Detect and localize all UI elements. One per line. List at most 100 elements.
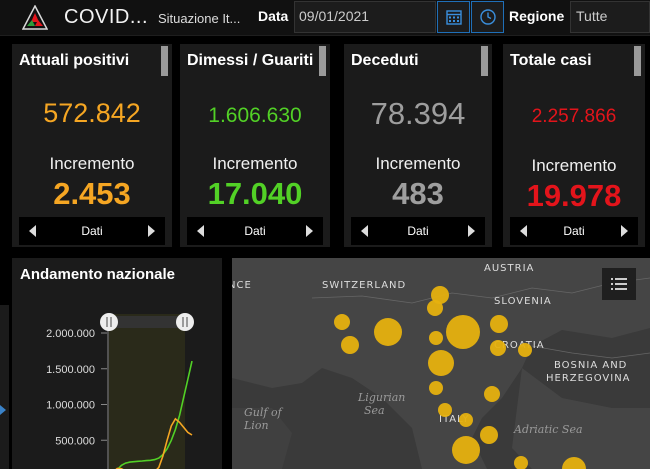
card-title: Totale casi <box>510 52 592 69</box>
trend-line-chart[interactable]: 2.000.000 1.500.000 1.000.000 500.000 <box>12 258 222 469</box>
app-subtitle: Situazione It... <box>158 11 241 26</box>
range-handle-right[interactable] <box>176 313 194 331</box>
sea-label-adriatic: Adriatic Sea <box>514 423 583 436</box>
map-label-italy: ITALY <box>439 414 470 425</box>
card-nav: Dati <box>510 217 638 245</box>
card-dimessi-guariti: Dimessi / Guariti 1.606.630 Incremento 1… <box>180 44 330 247</box>
sea-label-line: Sea <box>364 404 385 417</box>
region-bubble[interactable] <box>431 286 449 304</box>
card-nav: Dati <box>187 217 323 245</box>
card-nav-label: Dati <box>407 224 429 238</box>
top-header-bar: COVID... Situazione It... Data 09/01/202… <box>0 0 650 36</box>
range-slider-track[interactable] <box>109 316 185 328</box>
map-label-bosnia: BOSNIA AND <box>554 360 628 371</box>
next-arrow-icon[interactable] <box>306 225 313 237</box>
card-increment-label: Incremento <box>531 156 617 175</box>
series-line-1 <box>115 417 193 469</box>
region-bubble[interactable] <box>341 336 359 354</box>
region-select[interactable]: Tutte <box>570 1 650 33</box>
card-increment-value: 483 <box>392 176 444 211</box>
expand-arrow-icon[interactable] <box>0 405 6 415</box>
prev-arrow-icon[interactable] <box>29 225 36 237</box>
italy-flag-logo-icon <box>22 5 48 30</box>
time-button[interactable] <box>471 1 504 33</box>
region-bubble[interactable] <box>490 340 506 356</box>
y-tick-label: 1.000.000 <box>46 400 95 412</box>
region-bubble[interactable] <box>562 457 586 469</box>
card-nav-label: Dati <box>244 224 266 238</box>
chart-title: Andamento nazionale <box>20 266 176 283</box>
region-bubble[interactable] <box>452 436 480 464</box>
next-arrow-icon[interactable] <box>621 225 628 237</box>
calendar-button[interactable] <box>437 1 470 33</box>
map-label-croatia: CROATIA <box>494 340 545 351</box>
region-bubble[interactable] <box>480 426 498 444</box>
card-totale-casi: Totale casi 2.257.866 Incremento 19.978 … <box>503 44 645 247</box>
card-scrollbar[interactable] <box>634 46 641 76</box>
prev-arrow-icon[interactable] <box>197 225 204 237</box>
card-scrollbar[interactable] <box>161 46 168 76</box>
card-title: Deceduti <box>351 52 419 69</box>
region-bubble[interactable] <box>428 350 454 376</box>
date-label: Data <box>258 8 289 24</box>
y-tick-label: 2.000.000 <box>46 328 95 340</box>
card-increment-value: 2.453 <box>53 176 131 211</box>
calendar-icon <box>445 10 462 25</box>
card-deceduti: Deceduti 78.394 Incremento 483 Dati <box>344 44 492 247</box>
card-nav: Dati <box>351 217 485 245</box>
card-increment-value: 17.040 <box>207 176 303 211</box>
y-tick-label: 1.500.000 <box>46 364 95 376</box>
region-bubble[interactable] <box>446 315 480 349</box>
legend-list-icon <box>611 278 627 290</box>
clock-icon <box>479 9 496 25</box>
italy-map[interactable]: NCE SWITZERLAND AUSTRIA SLOVENIA CROATIA… <box>232 258 650 469</box>
region-bubble[interactable] <box>518 343 532 357</box>
side-panel-edge <box>0 305 9 469</box>
card-nav-label: Dati <box>81 224 103 238</box>
legend-button[interactable] <box>602 268 636 300</box>
date-input[interactable]: 09/01/2021 <box>294 1 436 33</box>
sea-label-ligurian: Ligurian Sea <box>358 391 405 417</box>
map-label-austria: AUSTRIA <box>484 263 535 274</box>
sea-label-line: Ligurian <box>358 391 406 404</box>
card-attuali-positivi: Attuali positivi 572.842 Incremento 2.45… <box>12 44 172 247</box>
region-bubble[interactable] <box>374 318 402 346</box>
region-bubble[interactable] <box>429 381 443 395</box>
range-handle-left[interactable] <box>100 313 118 331</box>
card-title: Attuali positivi <box>19 52 130 69</box>
map-label-switzerland: SWITZERLAND <box>322 280 407 291</box>
card-value: 2.257.866 <box>531 106 617 127</box>
card-scrollbar[interactable] <box>319 46 326 76</box>
map-label-france: NCE <box>232 280 252 291</box>
app-title: COVID... <box>64 6 149 28</box>
region-bubble[interactable] <box>429 331 443 345</box>
card-nav: Dati <box>19 217 165 245</box>
prev-arrow-icon[interactable] <box>361 225 368 237</box>
region-bubble[interactable] <box>459 413 473 427</box>
region-bubble[interactable] <box>490 315 508 333</box>
next-arrow-icon[interactable] <box>148 225 155 237</box>
card-increment-label: Incremento <box>375 154 461 173</box>
card-value: 1.606.630 <box>208 104 302 127</box>
series-line-0 <box>116 360 193 469</box>
card-nav-label: Dati <box>563 224 585 238</box>
card-value: 78.394 <box>370 96 466 131</box>
chart-panel: Andamento nazionale 2.000.000 1.500.000 1.… <box>12 258 222 469</box>
chart-selected-range <box>109 314 185 469</box>
region-bubble[interactable] <box>334 314 350 330</box>
card-increment-label: Incremento <box>49 154 135 173</box>
prev-arrow-icon[interactable] <box>520 225 527 237</box>
sea-label-line: Gulf of <box>244 406 282 419</box>
bubble-layer <box>334 286 586 469</box>
next-arrow-icon[interactable] <box>468 225 475 237</box>
region-bubble[interactable] <box>427 300 443 316</box>
card-scrollbar[interactable] <box>481 46 488 76</box>
region-bubble[interactable] <box>438 403 452 417</box>
map-label-slovenia: SLOVENIA <box>494 296 552 307</box>
sea-label-line: Lion <box>244 419 269 432</box>
card-increment-label: Incremento <box>212 154 298 173</box>
region-bubble[interactable] <box>484 386 500 402</box>
region-bubble[interactable] <box>514 456 528 469</box>
map-label-herzegovina: HERZEGOVINA <box>546 373 631 384</box>
y-tick-label: 500.000 <box>55 435 95 447</box>
